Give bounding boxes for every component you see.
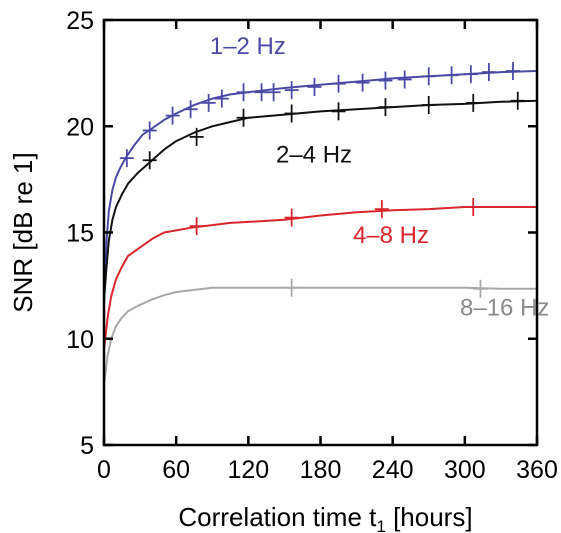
series-layer: [103, 62, 538, 386]
plus-marker: [236, 83, 251, 102]
plus-marker: [183, 100, 198, 119]
plus-marker: [331, 102, 346, 121]
series-0: [103, 62, 538, 301]
x-tick-label: 120: [227, 456, 269, 484]
plus-marker: [466, 93, 481, 112]
plus-marker: [463, 65, 478, 84]
plus-marker: [374, 200, 389, 219]
y-tick-label: 25: [66, 7, 94, 35]
y-tick-label: 15: [66, 220, 94, 248]
x-tick-label: 300: [444, 456, 486, 484]
plus-marker: [266, 83, 281, 102]
x-axis-title: Correlation time t1 [hours]: [178, 502, 472, 533]
plus-marker: [201, 93, 216, 112]
plus-marker: [421, 96, 436, 114]
x-tick-label: 240: [372, 456, 414, 484]
plus-marker: [397, 70, 412, 89]
plus-marker: [284, 208, 299, 227]
plus-marker: [307, 77, 322, 96]
series-label: 1–2 Hz: [210, 33, 286, 60]
plus-marker: [119, 149, 134, 168]
plus-marker: [331, 74, 346, 93]
plus-marker: [284, 81, 299, 100]
plus-marker: [378, 71, 393, 90]
plus-marker: [142, 121, 157, 140]
x-tick-label: 0: [97, 456, 111, 484]
series-1: [103, 91, 538, 301]
plus-marker: [466, 198, 481, 216]
series-label: 8–16 Hz: [460, 294, 549, 321]
plot-area: 0 60 120 180 240 300 360 5 10 15 20 25 1–2 Hz 2–4 Hz…: [66, 7, 558, 484]
plus-marker: [510, 91, 525, 110]
plus-marker: [214, 89, 229, 108]
series-line: [103, 70, 538, 301]
x-tick-label: 60: [162, 456, 190, 484]
series-line: [103, 286, 537, 386]
plus-marker: [284, 278, 299, 297]
plus-marker: [481, 63, 496, 82]
y-tick-label: 10: [66, 326, 94, 354]
y-tick-label: 20: [66, 113, 94, 141]
series-line: [103, 206, 537, 350]
plus-marker: [355, 73, 370, 92]
plus-marker: [142, 151, 157, 170]
x-tick-label: 360: [516, 456, 558, 484]
series-label: 2–4 Hz: [276, 141, 352, 168]
plus-marker: [236, 108, 251, 127]
plus-marker: [421, 67, 436, 86]
y-axis-title: SNR [dB re 1]: [8, 152, 38, 312]
tick-layer: 0 60 120 180 240 300 360 5 10 15 20 25: [66, 7, 558, 484]
plus-marker: [378, 98, 393, 117]
y-tick-label: 5: [80, 432, 94, 460]
plus-marker: [473, 279, 488, 298]
series-label-layer: 1–2 Hz 2–4 Hz 4–8 Hz 8–16 Hz: [210, 33, 550, 321]
series-label: 4–8 Hz: [353, 222, 429, 249]
series-3: [103, 278, 537, 386]
plus-marker: [165, 106, 180, 125]
plus-marker: [505, 62, 520, 80]
x-tick-label: 180: [300, 456, 342, 484]
series-line: [103, 99, 538, 301]
plus-marker: [189, 127, 204, 146]
plus-marker: [444, 66, 459, 85]
series-2: [103, 198, 537, 350]
plus-marker: [189, 217, 204, 236]
plus-marker: [254, 83, 269, 102]
plus-marker: [284, 104, 299, 123]
